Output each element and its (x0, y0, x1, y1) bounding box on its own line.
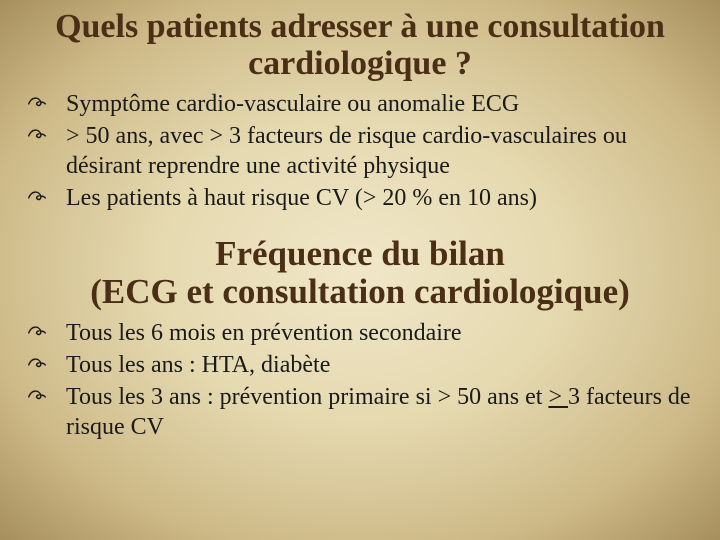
bullet-icon (26, 352, 48, 382)
heading-2: Fréquence du bilan (ECG et consultation … (18, 235, 702, 312)
list-item: Symptôme cardio-vasculaire ou anomalie E… (18, 89, 702, 119)
list-item: Tous les ans : HTA, diabète (18, 350, 702, 380)
list-1: Symptôme cardio-vasculaire ou anomalie E… (18, 89, 702, 213)
list-item-text: Tous les 6 mois en prévention secondaire (66, 320, 462, 346)
heading-1: Quels patients adresser à une consultati… (18, 8, 702, 83)
list-item: Tous les 3 ans : prévention primaire si … (18, 382, 702, 442)
bullet-icon (26, 384, 48, 414)
bullet-icon (26, 185, 48, 215)
list-item-text: Tous les ans : HTA, diabète (66, 352, 330, 378)
heading-2-line1: Fréquence du bilan (215, 234, 505, 273)
list-item-text: Symptôme cardio-vasculaire ou anomalie E… (66, 91, 519, 117)
list-item-text: > 50 ans, avec > 3 facteurs de risque ca… (66, 123, 627, 179)
list-item: > 50 ans, avec > 3 facteurs de risque ca… (18, 121, 702, 181)
heading-2-line2: (ECG et consultation cardiologique) (90, 272, 630, 311)
list-item-text-pre: Tous les 3 ans : prévention primaire si … (66, 384, 548, 410)
list-item-text-underline: > (548, 384, 568, 410)
list-item-text: Les patients à haut risque CV (> 20 % en… (66, 185, 537, 211)
list-item: Tous les 6 mois en prévention secondaire (18, 318, 702, 348)
list-item: Les patients à haut risque CV (> 20 % en… (18, 183, 702, 213)
bullet-icon (26, 123, 48, 153)
bullet-icon (26, 91, 48, 121)
bullet-icon (26, 320, 48, 350)
list-2: Tous les 6 mois en prévention secondaire… (18, 318, 702, 442)
